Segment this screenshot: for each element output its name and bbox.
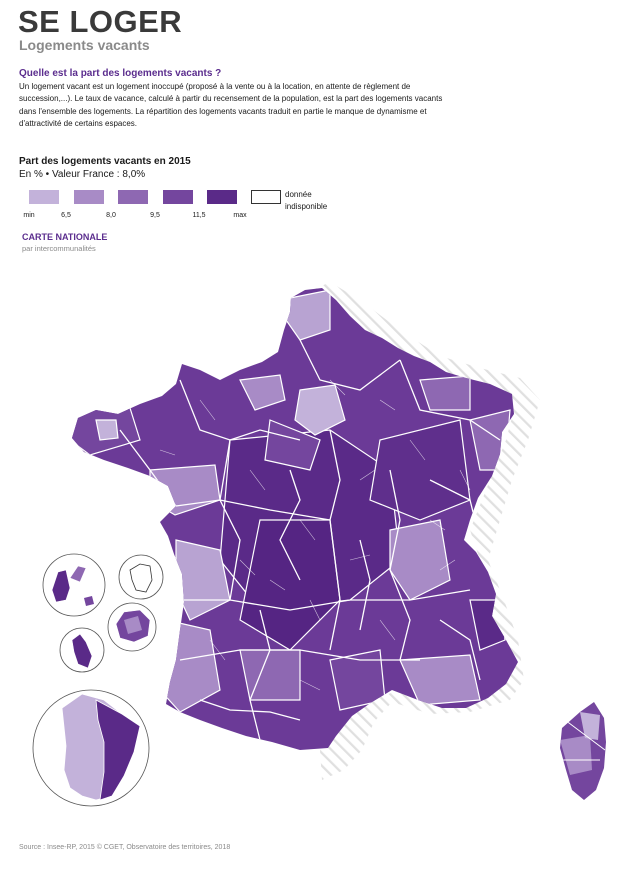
inset-guadeloupe bbox=[42, 553, 106, 617]
inset-guyane bbox=[32, 689, 150, 807]
inset-saint-martin bbox=[118, 554, 164, 600]
page-subtitle: Logements vacants bbox=[19, 37, 150, 53]
legend-break-2: 8,0 bbox=[106, 212, 116, 219]
legend-no-data-label: donnée indisponible bbox=[285, 190, 328, 211]
legend-break-3: 9,5 bbox=[150, 212, 160, 219]
metropolitan-france bbox=[72, 288, 518, 750]
legend-swatch-3 bbox=[118, 190, 148, 204]
legend-swatch-1 bbox=[29, 190, 59, 204]
legend-break-min: min bbox=[23, 212, 35, 219]
legend-break-max: max bbox=[233, 212, 247, 219]
legend-swatch-5 bbox=[207, 190, 237, 204]
intro-question: Quelle est la part des logements vacants… bbox=[19, 68, 222, 79]
neighbour-hatching bbox=[300, 282, 540, 780]
legend-title: Part des logements vacants en 2015 bbox=[19, 156, 191, 167]
page-title: SE LOGER bbox=[18, 4, 183, 39]
corsica bbox=[560, 702, 606, 800]
source-note: Source : Insee-RP, 2015 © CGET, Observat… bbox=[19, 844, 231, 851]
legend-swatch-4 bbox=[163, 190, 193, 204]
map-title: CARTE NATIONALE bbox=[22, 232, 108, 242]
inset-martinique bbox=[59, 627, 105, 673]
legend-swatch-no-data bbox=[251, 190, 281, 204]
map-subtitle: par intercommunalités bbox=[22, 244, 96, 253]
legend-subtitle: En % • Valeur France : 8,0% bbox=[19, 169, 146, 180]
intro-text: Un logement vacant est un logement inocc… bbox=[19, 82, 443, 128]
inset-la-reunion bbox=[107, 602, 157, 652]
legend-swatch-2 bbox=[74, 190, 104, 204]
legend-break-4: 11,5 bbox=[192, 212, 206, 219]
legend-break-1: 6,5 bbox=[61, 212, 71, 219]
